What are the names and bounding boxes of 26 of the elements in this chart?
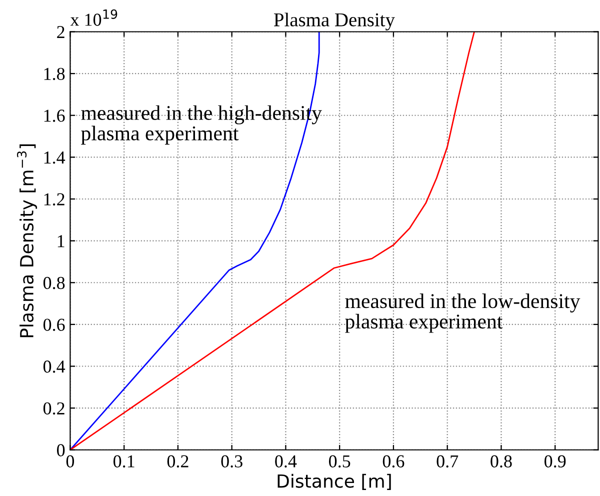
y-tick-label: 0.2: [43, 402, 64, 415]
x-tick-label: 0.5: [328, 455, 350, 468]
x-axis-title: Distance [m]: [278, 474, 391, 490]
x-tick-label: 0.1: [113, 455, 134, 468]
y-tick-label: 0: [57, 444, 65, 456]
y-tick-label: 0.4: [43, 360, 66, 373]
x-tick-label: 0.7: [436, 455, 458, 468]
x-tick-label: 0.4: [275, 455, 297, 468]
y-tick-label: 1.6: [44, 110, 65, 122]
y-tick-label: 1.2: [44, 193, 64, 206]
y-tick-label: 2: [57, 26, 64, 38]
chart-title: Plasma Density: [274, 12, 395, 30]
x-tick-label: 0.6: [382, 455, 404, 468]
x-tick-label: 0.3: [221, 455, 242, 468]
y-tick-label: 1.4: [44, 152, 66, 164]
x-tick-label: 0.2: [167, 455, 188, 468]
y-axis-title: Plasma Density [m$^{−3}$]: [16, 144, 38, 338]
series-label: measured in the low-density plasma experiment: [345, 294, 580, 333]
x-tick-label: 0: [66, 455, 74, 468]
y-tick-label: 1.8: [44, 68, 65, 80]
x-tick-label: 0.9: [544, 455, 566, 468]
y-tick-label: 1: [58, 235, 64, 248]
y-tick-label: 0.8: [43, 276, 65, 290]
text: x 10$^{19}$: [70, 9, 118, 26]
y-tick-label: 0.6: [43, 318, 65, 331]
x-tick-label: 0.8: [490, 455, 512, 468]
